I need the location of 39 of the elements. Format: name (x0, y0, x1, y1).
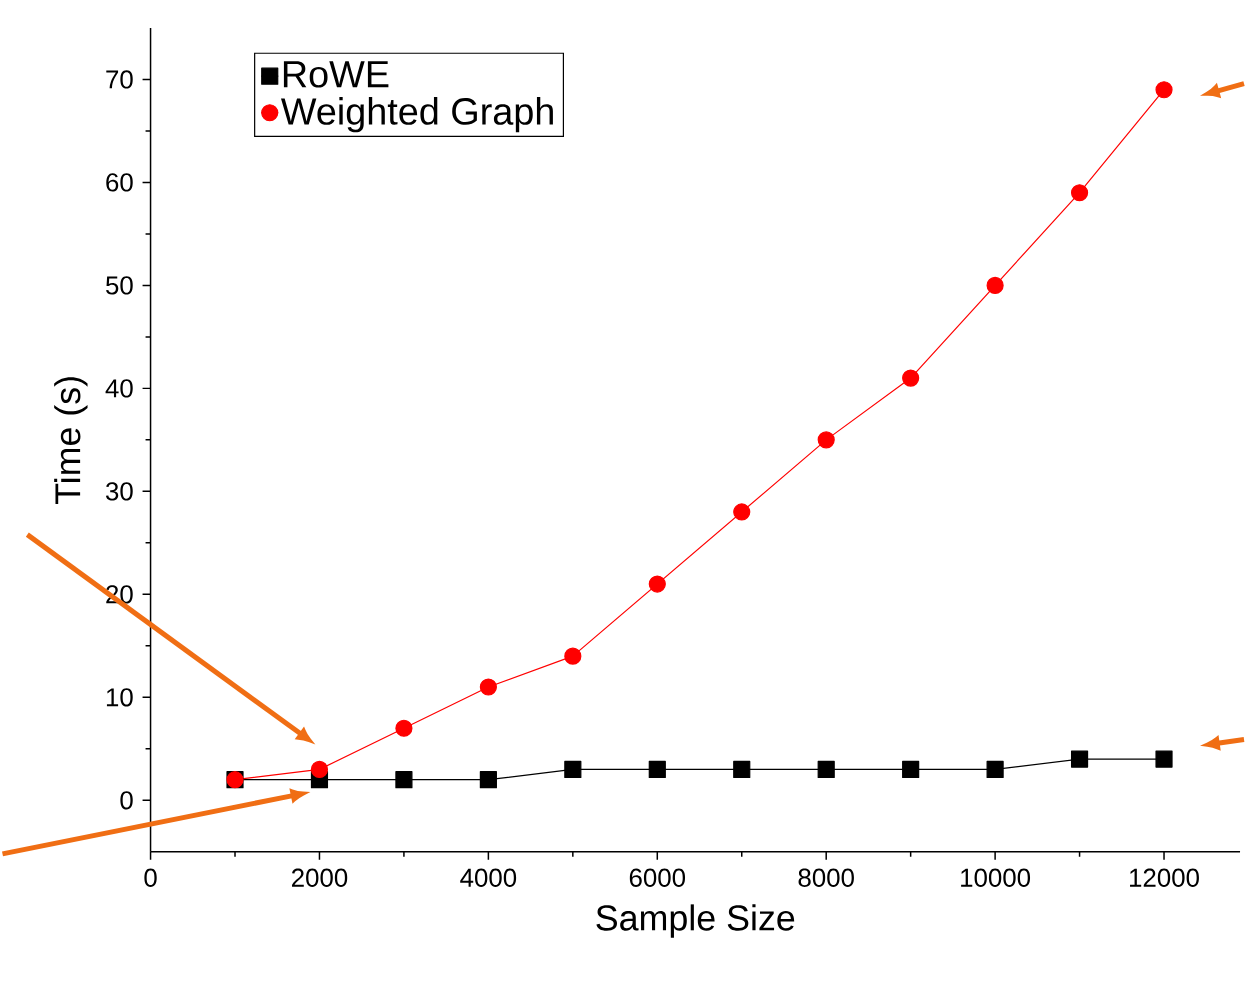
point (479, 771, 497, 789)
point (733, 761, 751, 779)
point (986, 276, 1004, 295)
point (564, 761, 582, 779)
point (817, 761, 835, 779)
y-tick-label: 70 (106, 70, 133, 89)
point (479, 678, 497, 696)
y-axis-title: Time (s) (54, 377, 88, 505)
x-tick-label: 2000 (291, 868, 348, 888)
x-tick-label: 0 (144, 868, 157, 888)
point (1155, 750, 1173, 768)
point (1070, 184, 1089, 202)
x-tick-label: 12000 (1130, 868, 1199, 888)
point (564, 647, 582, 665)
x-tick-label: 4000 (460, 868, 517, 888)
y-tick-label: 50 (106, 276, 133, 295)
x-axis-title: Sample Size (596, 904, 795, 938)
point (648, 575, 666, 593)
x-tick-label: 8000 (798, 868, 854, 888)
point (648, 761, 666, 779)
point (817, 431, 835, 449)
point (395, 719, 413, 737)
legend-label: Weighted Graph (280, 97, 553, 133)
y-tick-label: 40 (105, 379, 133, 398)
point (395, 771, 413, 789)
point (902, 761, 920, 779)
y-tick-label: 10 (106, 688, 133, 707)
point (986, 761, 1004, 779)
legend-label: RoWE (283, 61, 389, 88)
x-tick-label: 10000 (961, 868, 1031, 888)
point (733, 503, 751, 521)
point (1070, 750, 1089, 768)
y-tick-label: 60 (106, 173, 133, 192)
y-tick-label: 30 (105, 482, 133, 501)
point (902, 369, 920, 387)
point (310, 761, 329, 779)
point (1155, 81, 1173, 99)
x-tick-label: 6000 (629, 868, 686, 888)
y-tick-label: 0 (120, 791, 133, 810)
